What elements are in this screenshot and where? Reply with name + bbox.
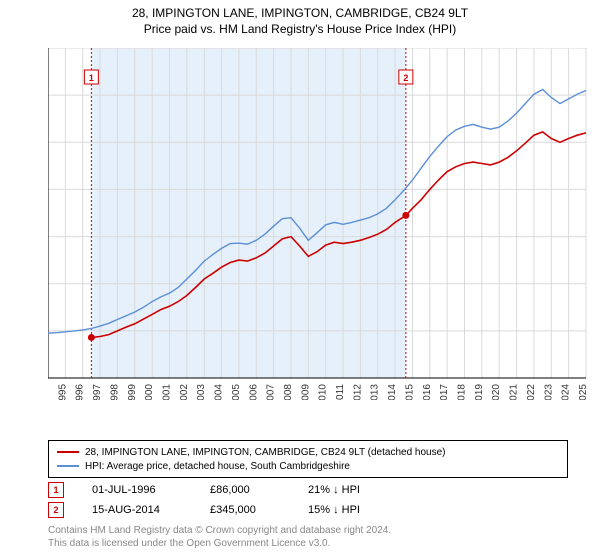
svg-text:2000: 2000	[144, 384, 155, 400]
svg-text:1: 1	[89, 73, 94, 83]
svg-text:1999: 1999	[127, 384, 138, 400]
svg-text:2016: 2016	[422, 384, 433, 400]
legend-label-hpi: HPI: Average price, detached house, Sout…	[85, 461, 350, 472]
svg-text:1994: 1994	[48, 384, 51, 400]
svg-text:2007: 2007	[266, 384, 277, 400]
svg-text:2012: 2012	[352, 384, 363, 400]
svg-text:2009: 2009	[300, 384, 311, 400]
marker-badge-2: 2	[48, 502, 64, 518]
legend-swatch-price	[57, 451, 79, 453]
legend-swatch-hpi	[57, 465, 79, 467]
svg-text:2014: 2014	[387, 384, 398, 400]
svg-text:2013: 2013	[370, 384, 381, 400]
svg-text:1998: 1998	[109, 384, 120, 400]
svg-text:1997: 1997	[92, 384, 103, 400]
svg-text:2011: 2011	[335, 384, 346, 400]
chart-svg: £0£100K£200K£300K£400K£500K£600K£700K199…	[48, 48, 588, 400]
data-delta-2: 15% ↓ HPI	[308, 504, 360, 516]
svg-text:2008: 2008	[283, 384, 294, 400]
chart-subtitle: Price paid vs. HM Land Registry's House …	[0, 20, 600, 36]
svg-text:2010: 2010	[318, 384, 329, 400]
footer-line2: This data is licensed under the Open Gov…	[48, 537, 568, 550]
svg-text:2019: 2019	[474, 384, 485, 400]
svg-text:2015: 2015	[404, 384, 415, 400]
data-delta-1: 21% ↓ HPI	[308, 484, 360, 496]
chart-title: 28, IMPINGTON LANE, IMPINGTON, CAMBRIDGE…	[0, 0, 600, 20]
svg-text:2017: 2017	[439, 384, 450, 400]
svg-text:2006: 2006	[248, 384, 259, 400]
svg-text:1995: 1995	[57, 384, 68, 400]
svg-text:2: 2	[403, 73, 408, 83]
data-row-2: 2 15-AUG-2014 £345,000 15% ↓ HPI	[48, 500, 568, 520]
svg-text:2004: 2004	[214, 384, 225, 400]
svg-text:2023: 2023	[543, 384, 554, 400]
legend-label-price: 28, IMPINGTON LANE, IMPINGTON, CAMBRIDGE…	[85, 447, 446, 458]
svg-text:2018: 2018	[457, 384, 468, 400]
svg-text:2020: 2020	[491, 384, 502, 400]
legend-box: 28, IMPINGTON LANE, IMPINGTON, CAMBRIDGE…	[48, 440, 568, 478]
data-rows: 1 01-JUL-1996 £86,000 21% ↓ HPI 2 15-AUG…	[48, 480, 568, 520]
marker-badge-1: 1	[48, 482, 64, 498]
data-date-2: 15-AUG-2014	[92, 504, 182, 516]
footer-attribution: Contains HM Land Registry data © Crown c…	[48, 524, 568, 550]
footer-line1: Contains HM Land Registry data © Crown c…	[48, 524, 568, 537]
svg-text:2025: 2025	[578, 384, 588, 400]
data-price-2: £345,000	[210, 504, 280, 516]
svg-text:2024: 2024	[561, 384, 572, 400]
svg-text:2021: 2021	[509, 384, 520, 400]
chart-container: 28, IMPINGTON LANE, IMPINGTON, CAMBRIDGE…	[0, 0, 600, 560]
data-date-1: 01-JUL-1996	[92, 484, 182, 496]
legend-item-price: 28, IMPINGTON LANE, IMPINGTON, CAMBRIDGE…	[57, 445, 559, 459]
svg-text:2003: 2003	[196, 384, 207, 400]
svg-text:2005: 2005	[231, 384, 242, 400]
svg-text:2022: 2022	[526, 384, 537, 400]
data-price-1: £86,000	[210, 484, 280, 496]
chart-plot-area: £0£100K£200K£300K£400K£500K£600K£700K199…	[48, 48, 588, 400]
svg-text:2001: 2001	[161, 384, 172, 400]
legend-item-hpi: HPI: Average price, detached house, Sout…	[57, 459, 559, 473]
svg-text:1996: 1996	[75, 384, 86, 400]
data-row-1: 1 01-JUL-1996 £86,000 21% ↓ HPI	[48, 480, 568, 500]
svg-text:2002: 2002	[179, 384, 190, 400]
